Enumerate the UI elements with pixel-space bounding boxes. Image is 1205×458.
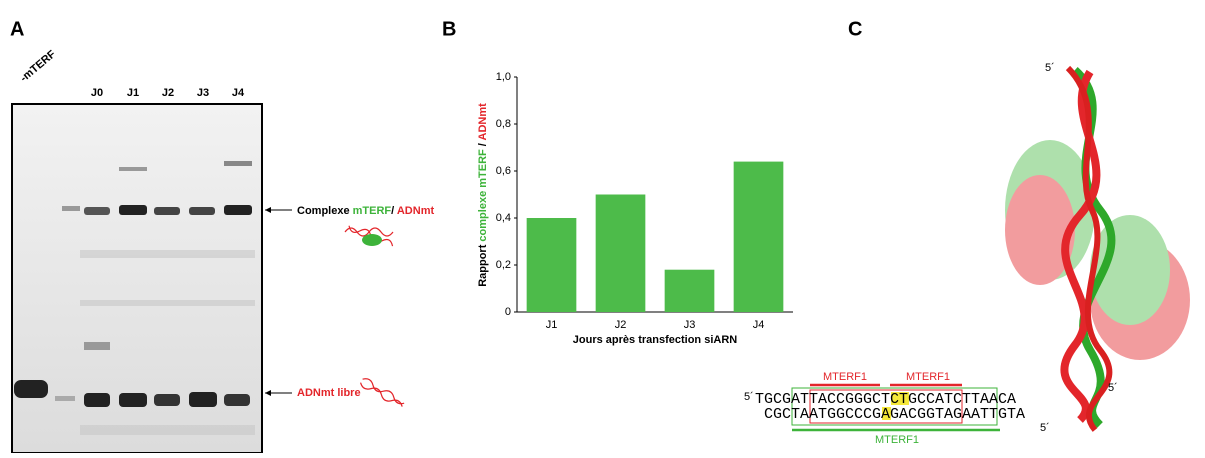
strand-end: 5´ — [1108, 382, 1118, 394]
label-part: ADNmt — [397, 205, 435, 217]
gel — [11, 103, 263, 454]
y-tick-label: 0,2 — [496, 259, 511, 271]
label-part: mTERF — [353, 205, 392, 217]
seq-end: 5´ — [744, 391, 754, 403]
x-axis-label: Jours après transfection siARN — [573, 334, 737, 346]
lane-label: J3 — [197, 87, 209, 99]
site-label: MTERF1 — [823, 371, 867, 383]
arrow-head — [265, 207, 271, 213]
x-tick-label: J2 — [615, 319, 627, 331]
y-tick-label: 0,6 — [496, 165, 511, 177]
site-label: MTERF1 — [906, 371, 950, 383]
arrow-head — [265, 390, 271, 396]
label-part: ADNmt — [477, 103, 489, 141]
bar — [526, 218, 577, 312]
y-tick-label: 0,4 — [496, 212, 511, 224]
bar — [664, 269, 715, 312]
lane-label: J4 — [232, 87, 245, 99]
panel-letter: A — [10, 18, 24, 40]
panel-letter: B — [442, 18, 456, 40]
sequence: 5´ TGCGATTACCGGGCTCTGCCATCTTAACA CGCTAAT… — [744, 371, 1050, 446]
strand-end: 5´ — [1045, 62, 1055, 74]
x-tick-label: J1 — [546, 319, 558, 331]
lane-labels: J0 J1 J2 J3 J4 — [91, 87, 245, 99]
dna-icon — [344, 225, 405, 407]
y-tick-label: 0 — [505, 306, 511, 318]
seq-bottom: CGCTAATGGCCCGAGACGGTAGAATTGTA — [764, 406, 1025, 423]
lane-label: J0 — [91, 87, 103, 99]
site-label: MTERF1 — [875, 434, 919, 446]
complex-label: Complexe mTERF/ ADNmt — [297, 205, 434, 217]
y-tick-label: 0,8 — [496, 118, 511, 130]
panel-letter: C — [848, 18, 862, 40]
label-part: Complexe — [297, 205, 353, 217]
label-part: / — [391, 205, 397, 217]
y-axis-label: Rapport complexe mTERF / ADNmt — [477, 103, 489, 287]
bar — [733, 161, 784, 312]
seq-top: TGCGATTACCGGGCTCTGCCATCTTAACA — [755, 391, 1016, 408]
label-part: Rapport — [477, 242, 489, 287]
free-label: ADNmt libre — [297, 387, 361, 399]
lane-label: J2 — [162, 87, 174, 99]
bar — [595, 194, 646, 312]
x-tick-label: J4 — [753, 319, 765, 331]
label-part: / — [477, 140, 489, 149]
seq-end: 5´ — [1040, 422, 1050, 434]
lane-label: -mTERF — [18, 48, 58, 84]
x-tick-label: J3 — [684, 319, 696, 331]
y-tick-label: 1,0 — [496, 71, 511, 83]
label-part: complexe mTERF — [477, 149, 489, 242]
lane-label: J1 — [127, 87, 139, 99]
structure — [1005, 65, 1190, 432]
bar-chart: 0 0,2 0,4 0,6 0,8 1,0 J1 J2 J3 J4 — [496, 71, 793, 331]
